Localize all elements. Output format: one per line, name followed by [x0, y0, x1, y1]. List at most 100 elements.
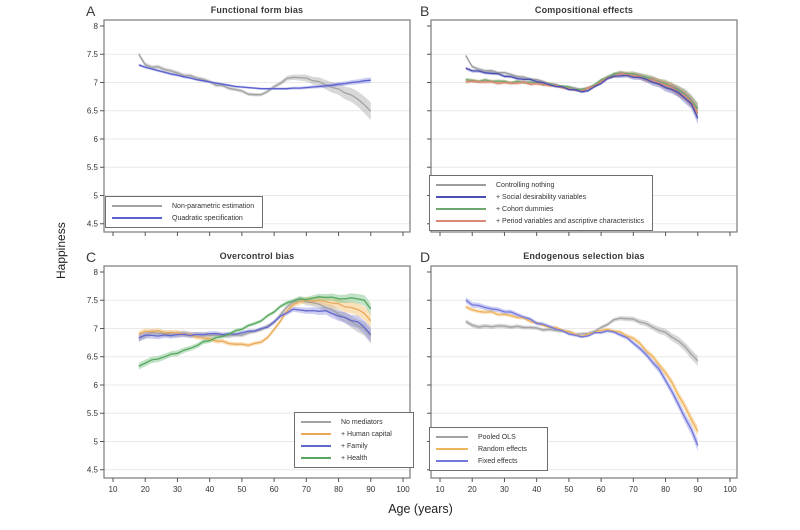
legend-line-sample	[301, 445, 331, 447]
legend-label: + Social desirability variables	[496, 193, 587, 201]
legend-label: + Period variables and ascriptive charac…	[496, 217, 645, 225]
legend-row: + Human capital	[301, 428, 405, 440]
legend-row: + Health	[301, 452, 405, 464]
panel-title-d: Endogenous selection bias	[523, 251, 645, 261]
legend-label: + Cohort dummies	[496, 205, 554, 213]
x-tick-label: 50	[564, 485, 573, 494]
plot-frame	[103, 19, 411, 233]
legend-label: Non-parametric estimation	[172, 202, 255, 210]
ci-band	[465, 66, 698, 124]
ci-band	[465, 316, 698, 366]
y-tick-label: 7.5	[87, 296, 99, 305]
legend-label: + Family	[341, 442, 368, 450]
x-axis-label: Age (years)	[388, 502, 453, 516]
legend-row: Pooled OLS	[436, 431, 539, 443]
legend-line-sample	[436, 460, 468, 462]
panel-letter-d: D	[420, 249, 431, 265]
x-tick-label: 20	[468, 485, 477, 494]
x-tick-label: 40	[205, 485, 214, 494]
x-tick-label: 70	[629, 485, 638, 494]
legend-row: + Period variables and ascriptive charac…	[436, 215, 644, 227]
legend-row: + Social desirability variables	[436, 191, 644, 203]
x-tick-label: 10	[436, 485, 445, 494]
legend-line-sample	[301, 433, 331, 435]
x-tick-label: 100	[396, 485, 410, 494]
legend-label: Pooled OLS	[478, 433, 516, 441]
legend-row: Non-parametric estimation	[112, 200, 254, 212]
legend-row: Quadratic specification	[112, 212, 254, 224]
y-tick-label: 6.5	[87, 353, 99, 362]
legend-label: Controlling nothing	[496, 181, 555, 189]
legend-line-sample	[301, 457, 331, 459]
legend-line-sample	[301, 421, 331, 423]
panel-letter-b: B	[420, 3, 430, 19]
series-line	[138, 299, 372, 347]
legend-line-sample	[436, 208, 486, 210]
legend-row: + Cohort dummies	[436, 203, 644, 215]
y-tick-label: 7	[94, 78, 99, 87]
legend-line-sample	[436, 436, 468, 438]
x-tick-label: 70	[302, 485, 311, 494]
ci-band	[138, 296, 371, 348]
panel-title-a: Functional form bias	[210, 5, 304, 15]
panel-d-chart: 10 20 30 40 50 60 70 80 90 100	[415, 264, 755, 509]
series-line	[465, 317, 699, 362]
y-tick-label: 7.5	[87, 50, 99, 59]
y-axis-label: Happiness	[54, 222, 68, 280]
x-tick-label: 60	[597, 485, 606, 494]
x-tick-label: 20	[141, 485, 150, 494]
legend-line-sample	[436, 184, 486, 186]
series-line	[465, 67, 699, 119]
series-line	[138, 296, 372, 367]
legend-label: Quadratic specification	[172, 214, 243, 222]
legend-panel-c: No mediators + Human capital + Family + Hea…	[294, 412, 414, 468]
legend-label: + Human capital	[341, 430, 392, 438]
y-tick-label: 8	[94, 22, 99, 31]
y-tick-label: 6.5	[87, 107, 99, 116]
panel-title-c: Overcontrol bias	[219, 251, 295, 261]
panel-a-chart: 8 7.5 7 6.5 6 5.5 5 4.5	[87, 18, 428, 263]
legend-row: + Family	[301, 440, 405, 452]
x-tick-label: 80	[661, 485, 670, 494]
ci-band	[138, 306, 371, 342]
x-tick-label: 90	[693, 485, 702, 494]
y-tick-label: 8	[94, 268, 99, 277]
legend-row: No mediators	[301, 416, 405, 428]
legend-line-sample	[436, 220, 486, 222]
x-tick-label: 80	[334, 485, 343, 494]
x-tick-label: 30	[500, 485, 509, 494]
legend-label: + Health	[341, 454, 368, 462]
ci-band	[138, 293, 371, 370]
legend-panel-a: Non-parametric estimation Quadratic speci…	[105, 196, 264, 228]
y-tick-label: 5.5	[87, 409, 99, 418]
y-tick-label: 4.5	[87, 220, 99, 229]
plot-frame	[430, 265, 738, 479]
plot-frame	[430, 19, 738, 233]
x-tick-label: 100	[723, 485, 737, 494]
y-tick-label: 5.5	[87, 163, 99, 172]
y-tick-label: 5	[94, 191, 99, 200]
panel-c-chart: 8 7.5 7 6.5 6 5.5 5 4.5 10 20 30 40 50 60 70 80 90 100	[87, 264, 428, 509]
series-line	[138, 53, 372, 112]
legend-label: Fixed effects	[478, 457, 518, 465]
x-tick-label: 60	[270, 485, 279, 494]
series-line	[138, 308, 372, 339]
panel-title-b: Compositional effects	[534, 5, 634, 15]
legend-label: No mediators	[341, 418, 383, 426]
x-tick-label: 30	[173, 485, 182, 494]
y-tick-label: 6	[94, 135, 99, 144]
x-tick-label: 90	[366, 485, 375, 494]
y-tick-label: 7	[94, 324, 99, 333]
x-tick-label: 40	[532, 485, 541, 494]
legend-row: Fixed effects	[436, 455, 539, 467]
x-tick-label: 10	[109, 485, 118, 494]
legend-line-sample	[112, 205, 162, 207]
ci-band	[465, 71, 698, 119]
legend-panel-b: Controlling nothing + Social desirability…	[429, 175, 654, 231]
legend-line-sample	[436, 196, 486, 198]
y-tick-label: 4.5	[87, 466, 99, 475]
series-line	[138, 64, 371, 90]
series-line	[465, 299, 699, 446]
legend-panel-d: Pooled OLS Random effects Fixed effects	[429, 427, 548, 471]
